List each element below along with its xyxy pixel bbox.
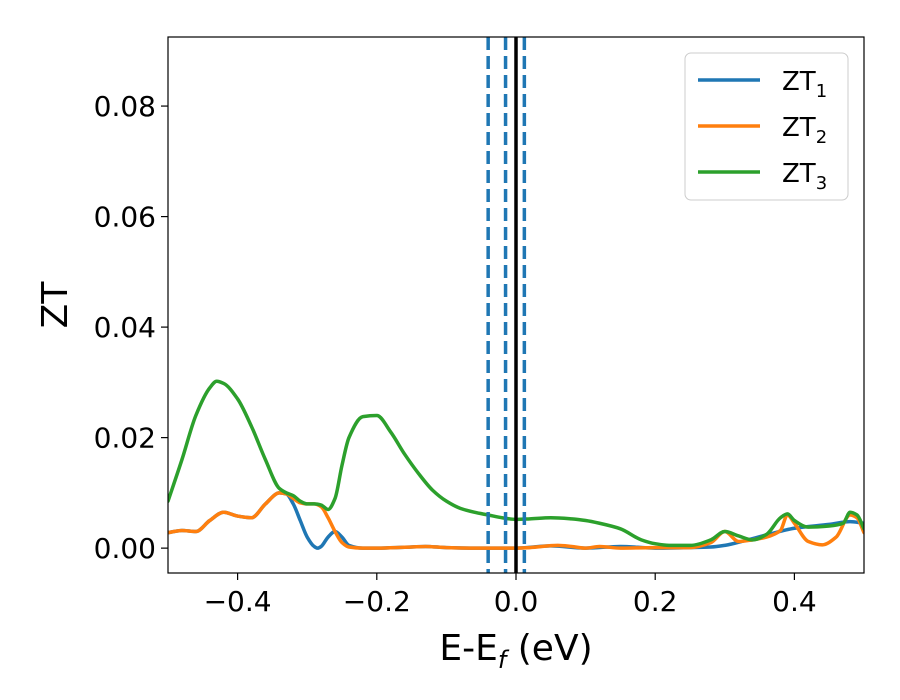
x-tick-label: −0.2 xyxy=(343,585,411,618)
x-axis-title: E-Ef (eV) xyxy=(439,628,592,674)
x-tick-label: 0.0 xyxy=(494,585,539,618)
y-axis: 0.00 0.02 0.04 0.06 0.08 xyxy=(94,90,168,565)
legend: ZT1 ZT2 ZT3 xyxy=(684,52,849,201)
y-tick-label: 0.02 xyxy=(94,422,156,455)
y-axis-title: ZT xyxy=(35,281,76,329)
series-line-zt2 xyxy=(168,491,864,550)
x-tick-label: 0.2 xyxy=(633,585,678,618)
y-tick-label: 0.04 xyxy=(94,311,156,344)
plot-area xyxy=(168,37,864,573)
legend-label-zt2: ZT2 xyxy=(782,113,827,148)
x-tick-label: 0.4 xyxy=(772,585,817,618)
legend-label-zt1: ZT1 xyxy=(782,67,827,102)
y-tick-label: 0.08 xyxy=(94,90,156,123)
x-tick-label: −0.4 xyxy=(204,585,272,618)
legend-label-zt3: ZT3 xyxy=(782,159,827,194)
y-tick-label: 0.00 xyxy=(94,532,156,565)
legend-box xyxy=(684,52,849,201)
y-tick-label: 0.06 xyxy=(94,201,156,234)
series-line-zt3 xyxy=(168,379,864,548)
x-axis: −0.4 −0.2 0.0 0.2 0.4 xyxy=(204,573,817,618)
